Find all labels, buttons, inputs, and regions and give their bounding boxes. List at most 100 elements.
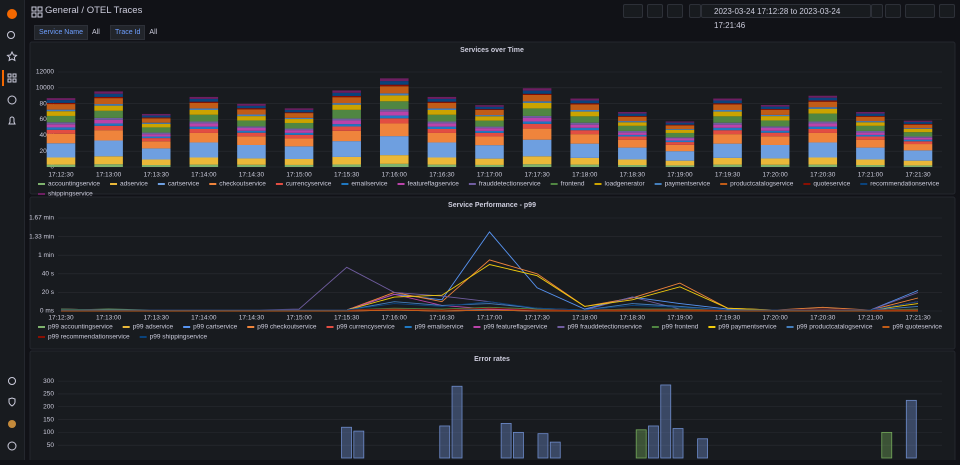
variable-value[interactable]: All	[149, 29, 158, 36]
bar	[570, 164, 600, 167]
bar	[856, 165, 885, 167]
bar	[618, 113, 647, 116]
variable-value[interactable]: All	[91, 29, 100, 36]
bar	[713, 111, 742, 117]
tv-mode-button[interactable]	[939, 4, 955, 18]
bar	[672, 428, 684, 459]
bar	[808, 164, 838, 167]
breadcrumb[interactable]: General / OTEL Traces	[45, 5, 143, 16]
legend-label: recommendationservice	[870, 181, 939, 188]
settings-icon[interactable]	[8, 377, 16, 385]
dashboards-icon[interactable]	[7, 73, 17, 83]
line	[61, 309, 918, 312]
bar	[856, 132, 885, 135]
explore-icon[interactable]	[7, 95, 17, 105]
bar	[237, 103, 266, 106]
legend-label: checkoutservice	[219, 181, 266, 188]
bar	[189, 114, 219, 122]
bar	[475, 132, 504, 137]
bar	[94, 123, 123, 126]
variable[interactable]: Service Name All	[34, 25, 104, 40]
bar	[141, 148, 171, 160]
variable-label: Trace Id	[110, 25, 146, 40]
bar	[808, 126, 838, 129]
save-button[interactable]	[647, 4, 663, 18]
x-tick-label: 17:16:30	[429, 315, 455, 322]
refresh-button[interactable]	[905, 4, 935, 18]
bar	[189, 164, 219, 167]
bar	[94, 140, 123, 157]
time-forward-button[interactable]	[871, 4, 883, 18]
bar	[379, 136, 409, 156]
y-tick-label: 1 min	[38, 252, 54, 259]
bar	[46, 133, 76, 144]
bar	[332, 164, 361, 167]
bar	[713, 116, 742, 123]
bar	[475, 126, 504, 129]
bar	[522, 115, 552, 118]
add-panel-button[interactable]	[623, 4, 643, 18]
bar	[903, 132, 933, 137]
y-tick-label: 12000	[36, 69, 54, 76]
bar	[713, 130, 742, 135]
x-tick-label: 17:21:30	[905, 172, 931, 179]
legend-label: p99 currencyservice	[337, 324, 396, 331]
bar	[94, 93, 123, 97]
bar	[237, 164, 266, 167]
bar	[808, 100, 838, 102]
help-icon[interactable]	[7, 441, 17, 451]
x-tick-label: 17:20:00	[763, 172, 789, 179]
bar	[570, 143, 600, 158]
shield-icon[interactable]	[8, 397, 16, 407]
search-icon[interactable]	[7, 31, 15, 39]
bar	[475, 130, 504, 133]
bar	[808, 132, 838, 143]
bar	[141, 159, 171, 166]
bar	[439, 425, 451, 459]
bar	[618, 139, 647, 148]
bar	[760, 109, 790, 115]
time-picker[interactable]: 2023-03-24 17:12:28 to 2023-03-24 17:21:…	[701, 4, 871, 30]
bar	[903, 139, 933, 142]
bar	[903, 160, 933, 166]
bar	[94, 117, 123, 120]
y-tick-label: 10000	[36, 85, 54, 92]
x-tick-label: 17:18:30	[620, 315, 646, 322]
bar	[760, 132, 790, 137]
legend-label: featureflagservice	[408, 181, 460, 188]
bar	[451, 385, 463, 459]
panel	[29, 350, 956, 460]
x-tick-label: 17:13:00	[96, 315, 122, 322]
y-tick-label: 100	[43, 429, 54, 436]
bar	[760, 127, 790, 131]
legend-label: productcatalogservice	[730, 181, 794, 188]
bar	[522, 123, 552, 129]
bar	[713, 124, 742, 128]
settings-button[interactable]	[667, 4, 683, 18]
bar	[141, 115, 171, 118]
logo[interactable]	[7, 9, 17, 19]
bar	[332, 120, 361, 125]
bar	[856, 130, 885, 133]
time-back-button[interactable]	[689, 4, 701, 18]
x-tick-label: 17:18:00	[572, 315, 598, 322]
bar	[189, 98, 219, 102]
y-tick-label: 1.67 min	[29, 215, 54, 222]
bar	[570, 100, 600, 104]
bar	[284, 138, 314, 147]
bar	[856, 125, 885, 131]
alerting-icon[interactable]	[8, 116, 16, 125]
legend-label: p99 frontend	[662, 324, 699, 331]
x-tick-label: 17:15:30	[334, 315, 360, 322]
bar	[141, 122, 171, 124]
zoom-out-button[interactable]	[885, 4, 901, 18]
bar	[427, 123, 457, 127]
y-tick-label: 50	[47, 442, 55, 449]
bar	[760, 136, 790, 145]
bar	[237, 130, 266, 133]
variable[interactable]: Trace Id All	[110, 25, 161, 40]
starred-icon[interactable]	[6, 50, 18, 62]
bar	[46, 164, 76, 167]
bar	[332, 92, 361, 96]
avatar[interactable]	[8, 420, 16, 428]
